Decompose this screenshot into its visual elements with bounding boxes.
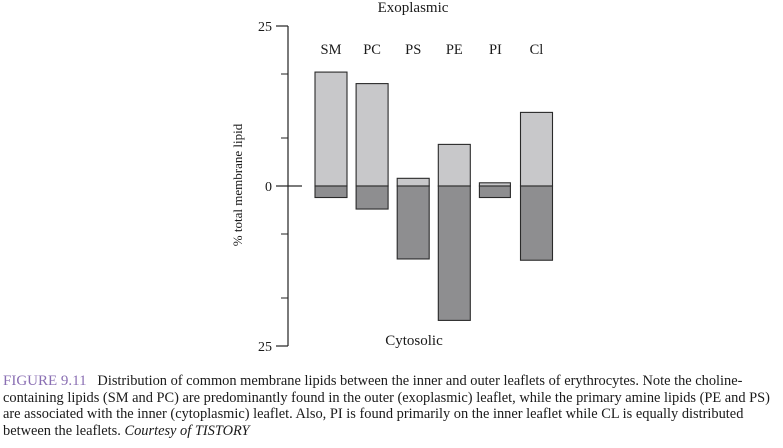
category-label-pi: PI <box>489 42 502 58</box>
bar-sm-exoplasmic <box>314 71 348 187</box>
y-axis: 25 0 25 <box>258 20 302 355</box>
y-axis-label: % total membrane lipid <box>230 123 245 246</box>
caption-text: Distribution of common membrane lipids b… <box>3 373 770 439</box>
y-tick-label: 25 <box>258 20 272 35</box>
y-tick-label: 0 <box>265 180 272 195</box>
exoplasmic-label: Exoplasmic <box>378 0 449 16</box>
bar-cl-cytosolic <box>519 185 554 261</box>
cytosolic-label: Cytosolic <box>385 333 443 349</box>
bar-ps-cytosolic <box>396 185 430 260</box>
bar-ps-exoplasmic <box>396 177 430 187</box>
category-label-pe: PE <box>446 42 463 58</box>
category-label-sm: SM <box>321 42 342 58</box>
lipid-distribution-chart: Exoplasmic Cytosolic % total membrane li… <box>230 0 554 355</box>
bar-cl-exoplasmic <box>519 111 554 187</box>
bar-sm-cytosolic <box>314 185 348 199</box>
category-label-cl: Cl <box>530 42 544 58</box>
caption-credit: Courtesy of TISTORY <box>124 422 250 439</box>
bar-pi-cytosolic <box>478 185 511 199</box>
bar-pe-cytosolic <box>437 185 471 321</box>
bar-pc-exoplasmic <box>355 83 389 187</box>
bar-pe-exoplasmic <box>437 143 471 187</box>
figure-label: FIGURE 9.11 <box>3 373 87 389</box>
category-label-pc: PC <box>363 42 381 58</box>
category-labels: SM PC PS PE PI Cl <box>321 42 544 58</box>
bar-pc-cytosolic <box>355 185 389 210</box>
y-tick-label: 25 <box>258 340 272 355</box>
category-label-ps: PS <box>405 42 421 58</box>
bars <box>314 71 554 321</box>
figure-caption: FIGURE 9.11 Distribution of common membr… <box>3 373 781 439</box>
